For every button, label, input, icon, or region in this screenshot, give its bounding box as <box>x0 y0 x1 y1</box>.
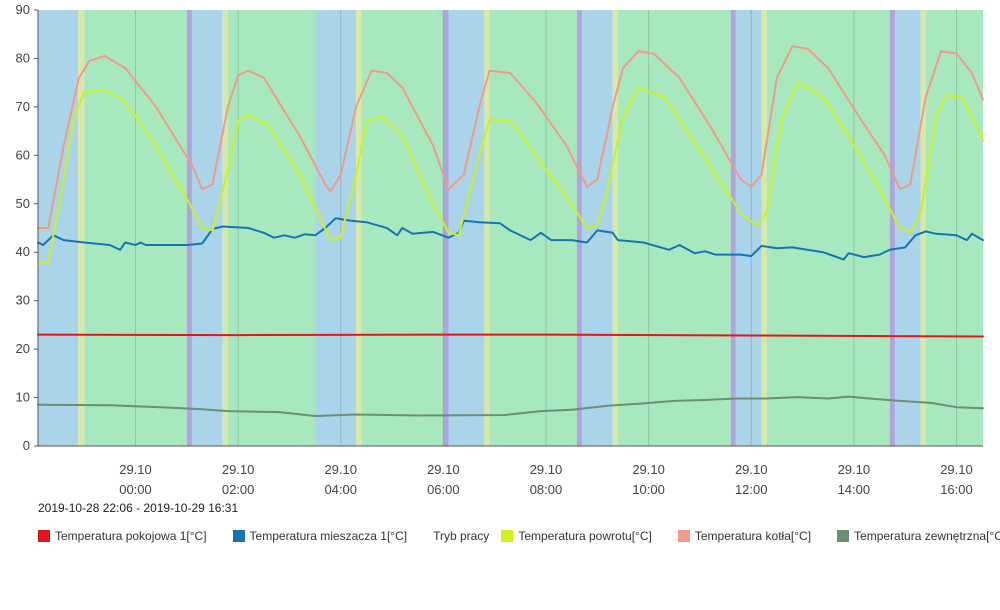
x-tick-time-4: 08:00 <box>530 482 563 497</box>
y-tick-label-8: 80 <box>16 50 30 65</box>
y-tick-label-3: 30 <box>16 293 30 308</box>
axes <box>37 10 983 447</box>
operating-mode-bands <box>38 10 983 446</box>
mode-band-16 <box>612 10 618 446</box>
x-tick-date-1: 29.10 <box>222 462 255 477</box>
date-range-label: 2019-10-28 22:06 - 2019-10-29 16:31 <box>38 501 239 515</box>
x-tick-time-6: 12:00 <box>735 482 768 497</box>
x-tick-time-7: 14:00 <box>838 482 871 497</box>
mode-band-18 <box>730 10 736 446</box>
mode-band-17 <box>617 10 731 446</box>
series-line-0 <box>37 333 984 338</box>
x-tick-date-7: 29.10 <box>838 462 871 477</box>
legend-swatch-boiler-temp <box>677 530 690 542</box>
y-tick-label-2: 20 <box>16 341 30 356</box>
y-tick-label-0: 0 <box>23 438 30 453</box>
x-tick-time-3: 06:00 <box>427 482 460 497</box>
mode-band-19 <box>735 10 762 446</box>
legend-swatch-outdoor-temp <box>837 530 850 542</box>
mode-band-3 <box>186 10 192 446</box>
x-tick-date-4: 29.10 <box>530 462 563 477</box>
legend-item-operating-mode[interactable]: Tryb pracy <box>433 529 489 543</box>
x-tick-time-5: 10:00 <box>632 482 665 497</box>
legend-label-return-temp: Temperatura powrotu[°C] <box>518 529 652 543</box>
chart: 0 10 20 30 40 50 60 70 80 90 29.10 00:00 29.10 02:00… <box>16 2 984 497</box>
legend-label-outdoor-temp: Temperatura zewnętrzna[°C] <box>854 529 1000 543</box>
x-tick-time-0: 00:00 <box>119 482 152 497</box>
x-tick-time-8: 16:00 <box>940 482 973 497</box>
legend-label-mixer-temp: Temperatura mieszacza 1[°C] <box>249 529 408 543</box>
y-tick-label-9: 90 <box>16 2 30 17</box>
mode-band-21 <box>766 10 890 446</box>
x-tick-date-3: 29.10 <box>427 462 460 477</box>
series-line-3 <box>37 45 984 229</box>
mode-band-24 <box>920 10 926 446</box>
x-tick-date-8: 29.10 <box>940 462 973 477</box>
mode-band-14 <box>576 10 582 446</box>
mode-band-1 <box>78 10 85 446</box>
series-line-1 <box>37 217 984 261</box>
x-tick-date-5: 29.10 <box>632 462 665 477</box>
series-line-4 <box>37 395 984 417</box>
series-line-2 <box>37 81 984 264</box>
x-tick-time-1: 02:00 <box>222 482 255 497</box>
legend-label-operating-mode: Tryb pracy <box>433 529 490 543</box>
legend-swatch-mixer-temp <box>232 530 245 542</box>
mode-band-12 <box>484 10 490 446</box>
mode-band-22 <box>889 10 895 446</box>
y-tick-label-5: 50 <box>16 196 30 211</box>
mode-band-23 <box>894 10 921 446</box>
legend-label-boiler-temp: Temperatura kotła[°C] <box>694 529 812 543</box>
mode-band-11 <box>448 10 485 446</box>
mode-band-25 <box>925 10 983 446</box>
series-lines <box>37 45 984 417</box>
x-tick-date-6: 29.10 <box>735 462 768 477</box>
legend: Temperatura pokojowa 1[°C] Temperatura m… <box>38 529 1000 543</box>
mode-band-20 <box>761 10 767 446</box>
x-tick-time-2: 04:00 <box>324 482 357 497</box>
legend-label-room-temp: Temperatura pokojowa 1[°C] <box>55 529 207 543</box>
legend-swatch-return-temp <box>501 530 514 542</box>
y-tick-label-7: 70 <box>16 99 30 114</box>
legend-item-room-temp[interactable]: Temperatura pokojowa 1[°C] <box>38 529 207 543</box>
x-tick-date-0: 29.10 <box>119 462 152 477</box>
legend-item-mixer-temp[interactable]: Temperatura mieszacza 1[°C] <box>232 529 408 543</box>
y-tick-label-4: 40 <box>16 244 30 259</box>
legend-item-outdoor-temp[interactable]: Temperatura zewnętrzna[°C] <box>837 529 1000 543</box>
mode-band-13 <box>489 10 577 446</box>
legend-swatch-room-temp <box>38 530 50 542</box>
legend-item-return-temp[interactable]: Temperatura powrotu[°C] <box>501 529 652 543</box>
x-tick-labels: 29.10 00:00 29.10 02:00 29.10 04:00 29.10 06:00… <box>119 462 973 497</box>
grid-lines <box>134 10 957 446</box>
x-tick-date-2: 29.10 <box>324 462 357 477</box>
y-tick-label-1: 10 <box>16 390 30 405</box>
mode-band-8 <box>356 10 362 446</box>
mode-band-7 <box>315 10 357 446</box>
legend-item-boiler-temp[interactable]: Temperatura kotła[°C] <box>677 529 812 543</box>
mode-band-5 <box>222 10 228 446</box>
y-tick-labels: 0 10 20 30 40 50 60 70 80 90 <box>16 2 38 453</box>
y-tick-label-6: 60 <box>16 147 30 162</box>
